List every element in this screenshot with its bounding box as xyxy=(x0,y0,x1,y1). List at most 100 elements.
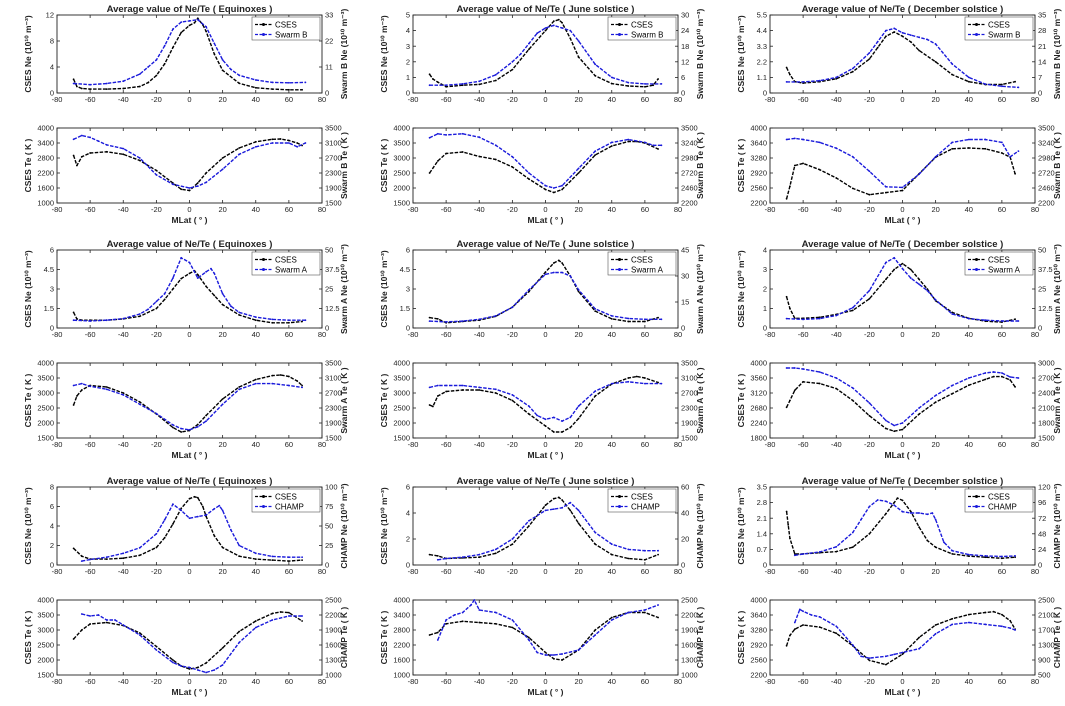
data-point-other xyxy=(868,402,871,404)
data-point-cses xyxy=(909,510,912,513)
data-point-cses xyxy=(818,382,821,385)
panel-p8_ne: -80 -60 -40 -20 0 20 40 60 8000.71.42.12.83.5024… xyxy=(736,476,1062,576)
y-right-tick-label: 25 xyxy=(325,285,333,294)
y-right-tick-label: 3240 xyxy=(1038,139,1055,148)
x-axis-label: MLat ( ° ) xyxy=(172,687,208,697)
data-point-other xyxy=(238,311,241,314)
x-tick-label: -60 xyxy=(85,95,96,104)
x-tick-label: -40 xyxy=(118,567,129,576)
data-point-other xyxy=(868,289,871,292)
x-tick-label: 40 xyxy=(608,567,616,576)
x-tick-label: 60 xyxy=(998,677,1006,686)
y-left-tick-label: 4000 xyxy=(750,124,767,133)
series-line-cses xyxy=(785,375,1016,432)
data-point-cses xyxy=(188,497,191,500)
data-point-cses xyxy=(868,193,871,196)
series-line-cses xyxy=(785,497,1016,559)
data-point-other xyxy=(544,418,547,421)
legend-label: Swarm A xyxy=(631,266,664,275)
y-right-tick-label: 3100 xyxy=(681,374,698,383)
x-tick-label: 40 xyxy=(965,677,973,686)
y-right-tick-label: 12.5 xyxy=(325,304,340,313)
data-point-other xyxy=(552,187,555,189)
data-point-cses xyxy=(445,85,447,88)
data-point-other xyxy=(901,186,904,189)
y-left-tick-label: 4000 xyxy=(750,359,767,368)
data-point-other xyxy=(436,639,439,641)
series-line-cses xyxy=(785,611,1016,666)
data-point-cses xyxy=(511,68,514,71)
data-point-other xyxy=(918,36,920,39)
data-point-other xyxy=(511,155,514,158)
x-tick-label: 60 xyxy=(641,95,649,104)
data-point-other xyxy=(138,403,141,406)
data-point-other xyxy=(984,83,987,85)
data-point-other xyxy=(918,283,920,286)
data-point-other xyxy=(196,515,199,518)
x-tick-label: -60 xyxy=(441,330,452,339)
data-point-other xyxy=(627,317,630,320)
y-right-tick-label: 2400 xyxy=(1038,389,1055,398)
data-point-cses xyxy=(105,621,108,624)
series-line-other xyxy=(73,134,306,189)
data-point-other xyxy=(138,634,141,636)
data-point-cses xyxy=(594,74,597,77)
data-point-cses xyxy=(785,406,788,409)
data-point-other xyxy=(561,420,563,422)
data-point-cses xyxy=(80,629,83,631)
y-left-tick-label: 1.4 xyxy=(757,529,767,538)
y-right-tick-label: 24 xyxy=(1038,545,1046,554)
y-left-tick-label: 1.5 xyxy=(44,304,54,313)
panel-title: Average value of Ne/Te ( June solstice ) xyxy=(457,4,635,15)
x-tick-label: 80 xyxy=(1031,95,1039,104)
data-point-cses xyxy=(163,298,166,301)
series-line-cses xyxy=(72,138,303,192)
y-right-tick-label: 21 xyxy=(1038,42,1046,51)
y-right-tick-label: 18 xyxy=(681,42,689,51)
data-point-other xyxy=(254,145,257,148)
data-point-cses xyxy=(569,426,572,429)
legend-marker xyxy=(618,33,621,36)
data-point-cses xyxy=(76,395,78,397)
data-point-other xyxy=(901,422,904,424)
data-point-other xyxy=(893,27,896,30)
legend-marker xyxy=(618,268,621,271)
data-point-other xyxy=(610,76,613,79)
data-point-cses xyxy=(644,377,646,379)
data-point-other xyxy=(122,147,125,150)
legend-label: CSES xyxy=(988,493,1010,502)
data-point-cses xyxy=(984,378,987,381)
data-point-cses xyxy=(789,537,791,540)
data-point-other xyxy=(301,556,303,559)
x-tick-label: -60 xyxy=(441,440,452,449)
data-point-cses xyxy=(657,553,659,556)
data-point-cses xyxy=(577,56,580,58)
y-right-tick-label: 0 xyxy=(1038,89,1042,98)
x-tick-label: -20 xyxy=(151,205,162,214)
data-point-other xyxy=(172,424,174,426)
y-left-tick-label: 4000 xyxy=(37,596,54,605)
y-right-tick-label: 2300 xyxy=(325,404,342,413)
data-point-other xyxy=(105,144,108,146)
data-point-other xyxy=(89,83,91,86)
x-tick-label: 60 xyxy=(998,95,1006,104)
y-right-tick-label: 3240 xyxy=(681,139,698,148)
y-right-tick-label: 22 xyxy=(325,37,333,46)
data-point-cses xyxy=(238,555,241,558)
data-point-cses xyxy=(172,659,174,661)
data-point-other xyxy=(436,132,439,135)
data-point-other xyxy=(610,543,613,546)
data-point-other xyxy=(304,81,307,84)
panel-p7_te: -80 -60 -40 -20 0 20 40 60 801000160022002800340… xyxy=(379,596,705,697)
data-point-cses xyxy=(428,634,431,636)
x-tick-label: -60 xyxy=(798,677,809,686)
y-left-tick-label: 2 xyxy=(406,535,410,544)
data-point-other xyxy=(835,625,838,628)
data-point-other xyxy=(860,655,862,658)
data-point-cses xyxy=(644,611,646,614)
data-point-other xyxy=(238,74,241,77)
data-point-other xyxy=(909,512,912,514)
x-tick-label: 40 xyxy=(608,205,616,214)
data-point-other xyxy=(802,610,804,613)
